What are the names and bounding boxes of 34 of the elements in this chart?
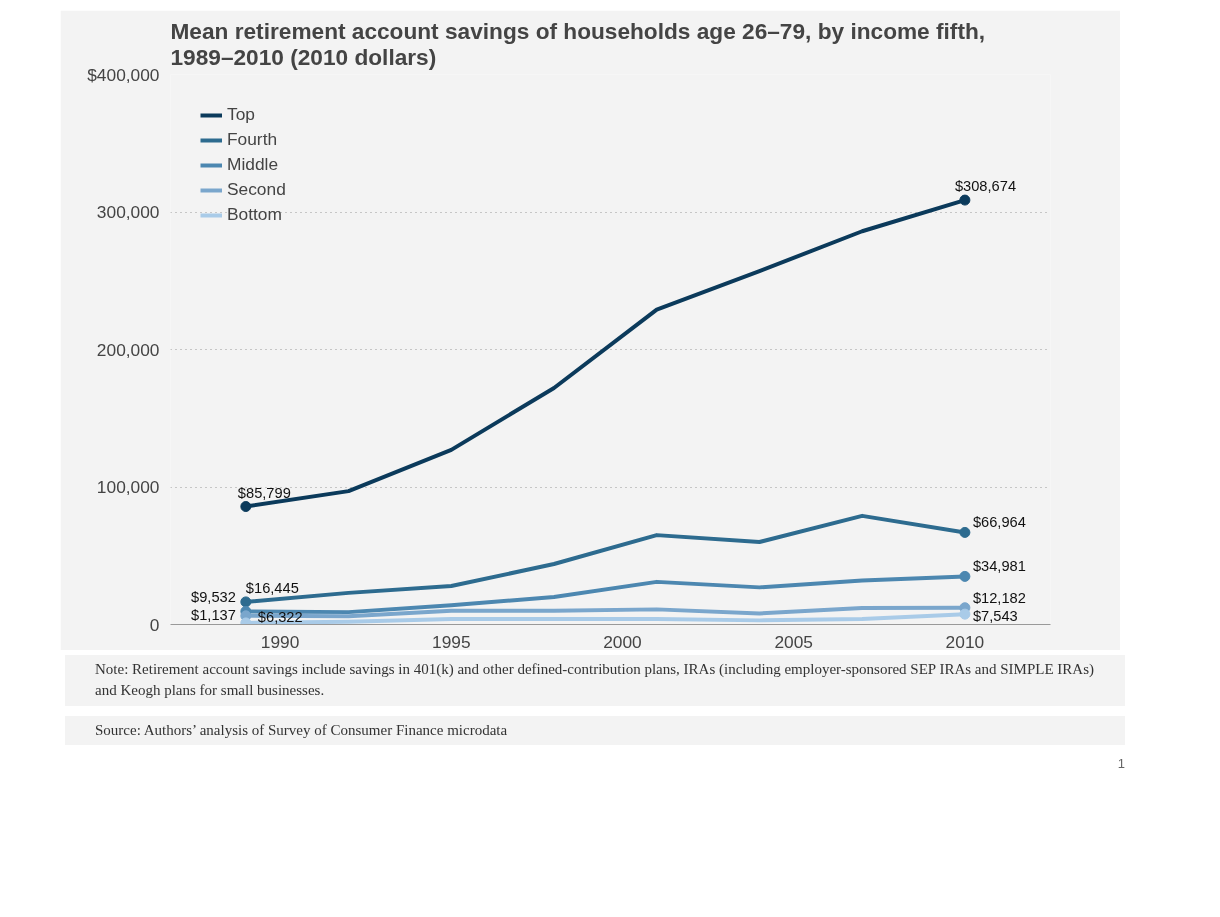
data-label: $16,445 (245, 579, 299, 596)
y-tick-label: 300,000 (96, 202, 160, 222)
y-tick-label: $400,000 (87, 64, 160, 85)
data-label: $66,964 (972, 514, 1026, 531)
source-note: Source: Authors’ analysis of Survey of Consumer Finance microdata (95, 720, 508, 740)
legend-label: Fourth (227, 129, 278, 150)
chart-title: Mean retirement account savings of households age 26–79, by income fifth, 1989–2010 (2010 dollars) (170, 17, 986, 70)
point (959, 526, 971, 538)
x-tick-label: 2010 (945, 631, 985, 652)
legend-label: Second (227, 179, 286, 200)
y-tick-label: 100,000 (96, 477, 160, 497)
x-tick-label: 2005 (774, 631, 813, 652)
x-tick-label: 1990 (260, 631, 300, 652)
y-tick-label: 200,000 (96, 339, 160, 360)
x-tick-label: 1995 (432, 631, 471, 652)
text: Note: Retirement account savings include savings in 401(k) and other defined-contribution plans, IRAs (including employer-sponsored SEP IRAs and SIMPLE IRAs) and Keogh plans for small businesses. (95, 660, 1095, 701)
data-label: $34,981 (972, 558, 1026, 575)
legend-label: Bottom (227, 204, 282, 225)
legend-label: Middle (227, 154, 279, 175)
legend-label: Top (227, 104, 255, 125)
point (959, 608, 971, 620)
data-label: $7,543 (972, 608, 1018, 625)
data-label: $308,674 (954, 178, 1017, 195)
point (959, 570, 971, 582)
data-label: $9,532 (191, 589, 236, 606)
data-label: $1,137 (191, 606, 236, 623)
y-tick-label: 0 (149, 614, 160, 635)
point (240, 501, 252, 513)
x-tick-label: 2000 (603, 631, 642, 652)
text: 1 (1117, 755, 1125, 774)
data-label: $12,182 (972, 589, 1026, 606)
point (240, 596, 252, 608)
data-label: $85,799 (237, 484, 291, 501)
point (959, 194, 971, 206)
